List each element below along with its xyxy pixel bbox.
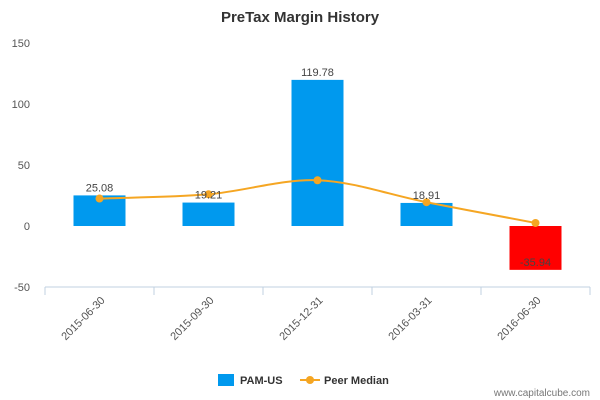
y-axis: 150 100 50 0 -50 xyxy=(12,38,30,294)
data-label: 18.91 xyxy=(413,190,441,202)
x-axis: 2015-06-30 2015-09-30 2015-12-31 2016-03-31… xyxy=(44,286,591,343)
line-series xyxy=(95,176,540,227)
y-tick-label: 150 xyxy=(12,38,30,50)
peer-median-point xyxy=(313,176,322,185)
x-tick-label: 2015-12-31 xyxy=(277,295,325,343)
bar xyxy=(509,226,562,270)
watermark: www.capitalcube.com xyxy=(493,388,590,399)
x-tick-label: 2015-09-30 xyxy=(168,295,216,343)
y-tick-label: 0 xyxy=(24,221,30,233)
data-label: 119.78 xyxy=(301,67,334,79)
bar-series xyxy=(73,79,562,270)
peer-median-point xyxy=(95,194,104,203)
bar xyxy=(400,202,453,226)
y-tick-label: 100 xyxy=(12,99,30,111)
x-tick-label: 2015-06-30 xyxy=(59,295,107,343)
data-label: 19.21 xyxy=(195,190,223,202)
legend-swatch-peer-median-marker xyxy=(306,376,314,384)
peer-median-point xyxy=(531,218,540,227)
data-label: -35.94 xyxy=(520,257,551,269)
data-label: 25.08 xyxy=(86,182,114,194)
legend-swatch-pam-us xyxy=(218,374,234,386)
bar xyxy=(182,202,235,226)
x-tick-label: 2016-03-31 xyxy=(386,295,434,343)
x-tick-label: 2016-06-30 xyxy=(495,295,543,343)
legend-label-peer-median: Peer Median xyxy=(324,375,389,387)
legend: PAM-US Peer Median xyxy=(218,374,389,387)
chart-title: PreTax Margin History xyxy=(221,9,380,26)
peer-median-point xyxy=(422,198,431,207)
y-tick-label: -50 xyxy=(14,282,30,294)
data-labels: 25.08 19.21 119.78 18.91 -35.94 xyxy=(86,67,551,269)
legend-label-pam-us: PAM-US xyxy=(240,375,283,387)
peer-median-point xyxy=(204,190,213,199)
y-tick-label: 50 xyxy=(18,160,30,172)
bar xyxy=(291,79,344,226)
